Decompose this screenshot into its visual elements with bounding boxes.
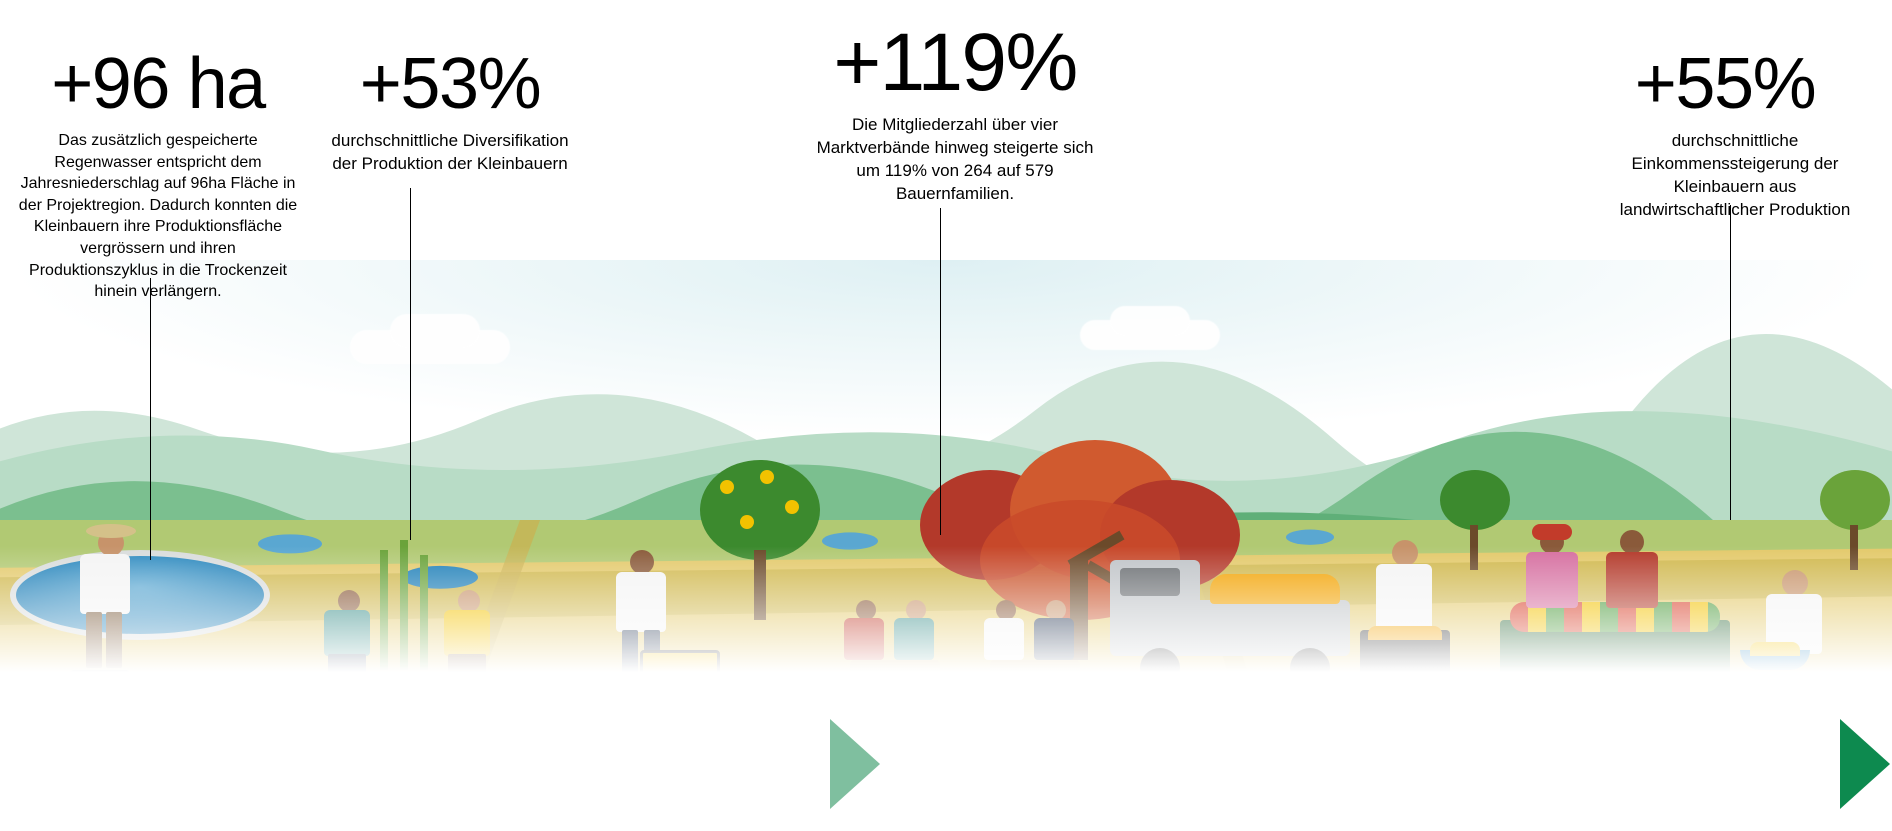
stat-value: +96 ha (18, 48, 298, 120)
stat-diversification: +53% durchschnittliche Diversifikation d… (320, 48, 580, 176)
stat-pointer (410, 188, 411, 540)
stat-pointer (1730, 205, 1731, 520)
stat-desc: Das zusätzlich gespeicherte Regenwasser … (18, 130, 298, 303)
cloud (390, 314, 480, 348)
stat-pointer (940, 208, 941, 535)
banner-1: 1 Verbesserung Wasserverfügbarkeit und l… (0, 719, 830, 809)
stat-income: +55% durchschnittliche Einkommenssteiger… (1580, 48, 1870, 222)
stat-members: +119% Die Mitgliederzahl über vier Markt… (805, 22, 1105, 206)
infographic-canvas: +96 ha Das zusätzlich gespeicherte Regen… (0, 0, 1892, 831)
banner-number: 2 (910, 737, 1000, 791)
cloud (1110, 306, 1190, 336)
stat-value: +55% (1580, 48, 1870, 120)
stat-value: +53% (320, 48, 580, 120)
banner-arrowhead (830, 719, 880, 809)
stat-value: +119% (805, 22, 1105, 104)
banner-number: 1 (0, 737, 90, 791)
stat-desc: durchschnittliche Einkommenssteigerung d… (1600, 130, 1870, 222)
banner-text: Verbesserung der Einkommens- und Lebenss… (1000, 736, 1680, 793)
stat-pointer (150, 278, 151, 560)
foreground-fade (0, 546, 1892, 726)
stat-desc: Die Mitgliederzahl über vier Marktverbän… (805, 114, 1105, 206)
stat-water: +96 ha Das zusätzlich gespeicherte Regen… (18, 48, 298, 303)
stat-desc: durchschnittliche Diversifikation der Pr… (320, 130, 580, 176)
banner-arrowhead (1840, 719, 1890, 809)
banner-text: Verbesserung Wasserverfügbarkeit und lan… (90, 721, 770, 806)
banner-2: 2 Verbesserung der Einkommens- und Leben… (910, 719, 1840, 809)
